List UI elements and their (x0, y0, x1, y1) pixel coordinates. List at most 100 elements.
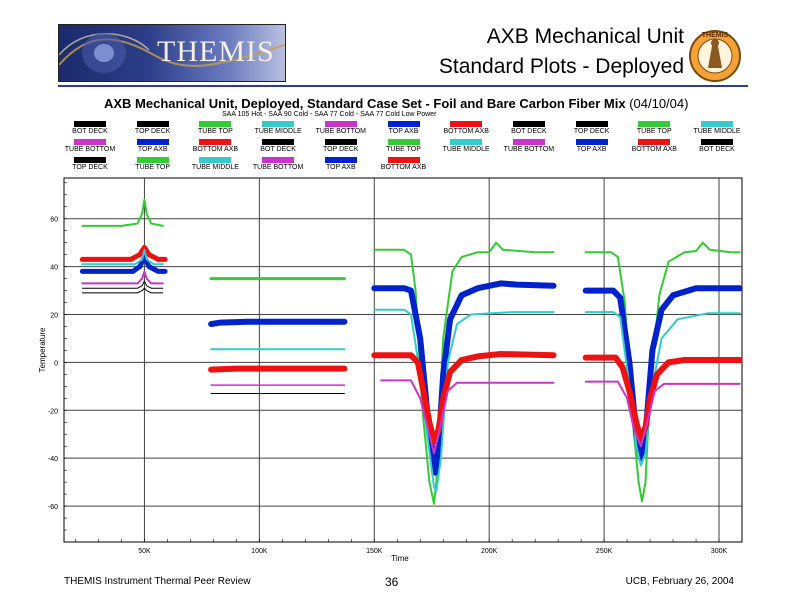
y-tick-label: 20 (50, 313, 58, 320)
series-line-case2-bottom-axb (208, 365, 348, 373)
legend-swatch (575, 121, 608, 127)
x-tick-label: 50K (138, 548, 151, 555)
legend-swatch (512, 121, 545, 127)
legend-item: BOT DECK (499, 121, 559, 137)
x-tick-label: 300K (711, 548, 728, 555)
title-rule (58, 85, 748, 87)
legend-swatch (199, 121, 232, 127)
legend-swatch (324, 139, 357, 145)
chart-legend: BOT DECK TOP DECK TUBE TOP TUBE MIDDLE TUBE … (60, 121, 750, 177)
y-tick-label: -20 (48, 408, 58, 415)
chart-title-text: AXB Mechanical Unit, Deployed, Standard … (104, 96, 626, 111)
legend-swatch (324, 157, 357, 163)
legend-swatch (638, 121, 671, 127)
legend-item: TUBE MIDDLE (185, 157, 245, 173)
legend-swatch (262, 121, 295, 127)
legend-label: TUBE MIDDLE (191, 164, 239, 171)
legend-label: BOTTOM AXB (380, 164, 427, 171)
legend-item: TUBE MIDDLE (436, 139, 496, 155)
series-line-case3-bottom-axb (371, 351, 557, 445)
legend-swatch (387, 139, 420, 145)
themis-logo: THEMIS (58, 24, 286, 82)
legend-item: TUBE BOTTOM (248, 157, 308, 173)
slide-title: AXB Mechanical Unit Standard Plots - Dep… (439, 22, 684, 82)
y-tick-label: 0 (54, 360, 58, 367)
legend-item: TUBE BOTTOM (499, 139, 559, 155)
legend-item: TOP AXB (374, 121, 434, 137)
legend-item: TOP DECK (123, 121, 183, 137)
legend-item: TOP DECK (311, 139, 371, 155)
series-line-case3-tube-top (373, 241, 555, 505)
legend-item: TUBE MIDDLE (687, 121, 747, 137)
legend-item: TOP DECK (60, 157, 120, 173)
series-line-case4-tube-bottom (584, 380, 741, 448)
series-line-case1-tube-top (81, 198, 164, 227)
legend-label: TOP DECK (134, 128, 171, 135)
legend-label: TUBE MIDDLE (254, 128, 302, 135)
legend-swatch (74, 139, 106, 145)
chart-title-date: (04/10/04) (629, 96, 689, 111)
legend-swatch (575, 139, 608, 145)
legend-swatch (262, 139, 295, 145)
x-tick-label: 200K (481, 548, 498, 555)
legend-label: TOP AXB (137, 146, 168, 153)
legend-label: TOP AXB (388, 128, 419, 135)
legend-swatch (199, 139, 232, 145)
themis-seal-icon: THEMIS (688, 28, 742, 84)
legend-item: TOP AXB (311, 157, 371, 173)
legend-swatch (74, 157, 106, 163)
logo-swirl-graphic (59, 33, 285, 73)
series-line-case4-bottom-axb (582, 354, 743, 442)
slide-title-line2: Standard Plots - Deployed (438, 55, 684, 78)
legend-swatch (701, 139, 733, 145)
x-axis-label: Time (391, 554, 409, 563)
legend-item: TOP AXB (562, 139, 622, 155)
x-tick-label: 100K (251, 548, 268, 555)
legend-swatch (387, 157, 420, 163)
legend-swatch (136, 121, 169, 127)
legend-label: TUBE TOP (386, 146, 421, 153)
legend-item: TUBE TOP (185, 121, 245, 137)
legend-label: BOT DECK (72, 128, 108, 135)
legend-label: TUBE TOP (198, 128, 233, 135)
legend-swatch (136, 157, 169, 163)
legend-swatch (638, 139, 671, 145)
footer-right: UCB, February 26, 2004 (625, 576, 734, 587)
legend-swatch (262, 157, 295, 163)
legend-item: BOTTOM AXB (624, 139, 684, 155)
series-line-case1-bottom-axb (79, 244, 168, 262)
seal-text: THEMIS (702, 32, 729, 39)
y-tick-label: 60 (50, 217, 58, 224)
legend-item: BOT DECK (687, 139, 747, 155)
legend-item: BOTTOM AXB (436, 121, 496, 137)
legend-label: TUBE BOTTOM (64, 146, 116, 153)
y-tick-label: -60 (48, 504, 58, 511)
legend-label: TOP DECK (573, 128, 610, 135)
footer-left: THEMIS Instrument Thermal Peer Review (64, 576, 251, 587)
series-line-case2-top-axb (208, 318, 348, 328)
legend-swatch (387, 121, 420, 127)
legend-item: BOT DECK (60, 121, 120, 137)
legend-label: TOP DECK (72, 164, 108, 171)
legend-label: TUBE MIDDLE (442, 146, 490, 153)
legend-item: TUBE MIDDLE (248, 121, 308, 137)
series-line-case3-tube-middle (373, 308, 555, 493)
legend-item: TUBE TOP (374, 139, 434, 155)
legend-swatch (324, 121, 357, 127)
legend-label: TUBE TOP (636, 128, 672, 135)
legend-swatch (74, 121, 106, 127)
legend-label: TOP AXB (576, 146, 607, 153)
chart-axes: 50K 100K 150K 200K 250K 300K 60 40 20 0 -20 -40 -60 (48, 182, 728, 555)
series-line-case1-tube-middle (81, 248, 164, 266)
chart-subtitle: SAA 105 Hot - SAA 90 Cold - SAA 77 Cold … (222, 111, 437, 118)
series-line-case1-tube-bottom (81, 270, 164, 285)
legend-label: TUBE BOTTOM (315, 128, 367, 135)
legend-label: BOTTOM AXB (443, 128, 489, 135)
legend-label: BOT DECK (511, 128, 547, 135)
series-line-case4-tube-middle (584, 311, 741, 467)
legend-swatch (450, 121, 483, 127)
legend-item: BOTTOM AXB (185, 139, 245, 155)
legend-swatch (199, 157, 232, 163)
slide-title-line1: AXB Mechanical Unit (486, 25, 684, 48)
